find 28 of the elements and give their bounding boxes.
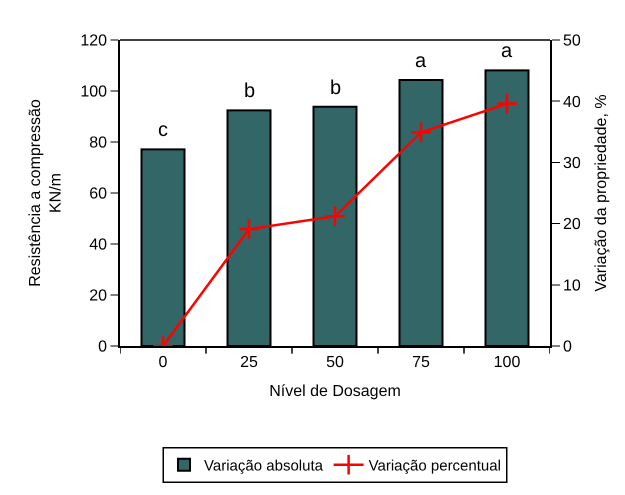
y2-tick-label: 20	[562, 216, 581, 234]
y2-tick-label: 0	[562, 338, 572, 356]
x-axis-title: Nível de Dosagem	[269, 383, 401, 400]
y-tick-label: 0	[98, 338, 108, 356]
y2-tick-label: 50	[562, 32, 581, 50]
x-tick-label: 100	[494, 354, 520, 371]
annotation: c	[158, 119, 168, 141]
y-tick-label: 40	[89, 236, 108, 254]
x-tick-label: 50	[326, 354, 344, 371]
x-tick-label: 0	[158, 354, 168, 371]
x-tick-label: 25	[240, 354, 258, 371]
y2-tick-label: 40	[562, 94, 581, 111]
legend-label: Variação absoluta	[204, 458, 324, 475]
legend-label: Variação percentual	[368, 458, 501, 475]
y-tick-label: 120	[80, 32, 108, 50]
x-tick-label: 75	[412, 354, 430, 371]
y-axis-title: Resistência a compressão KN/m	[26, 99, 65, 287]
y-tick-label: 60	[89, 186, 108, 203]
annotation: b	[244, 80, 256, 102]
y-tick-label: 20	[89, 288, 108, 305]
y-tick-label: 80	[89, 134, 108, 152]
y2-tick-label: 10	[562, 277, 581, 294]
y-tick-label: 100	[80, 84, 108, 101]
y2-tick-label: 30	[562, 155, 581, 172]
annotation: b	[330, 77, 342, 99]
y2-axis-title: Variação da propriedade, %	[593, 94, 610, 292]
annotation: a	[415, 50, 427, 72]
annotation: a	[501, 40, 513, 62]
